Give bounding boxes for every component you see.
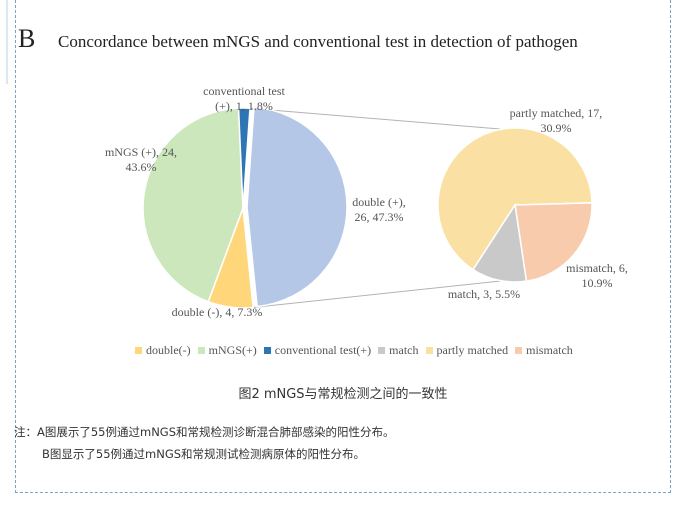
legend-label: mNGS(+) [208, 343, 257, 357]
pie-slice-match: match [472, 202, 528, 283]
note-line: B图显示了55例通过mNGS和常规测试检测病原体的阳性分布。 [42, 447, 366, 461]
legend-label: mismatch [526, 343, 573, 357]
slice-label-mismatch: mismatch, 6, 10.9% [566, 261, 628, 290]
connector-line [253, 280, 502, 308]
chart-title: Concordance between mNGS and conventiona… [58, 32, 578, 51]
chart-legend: double(-) mNGS(+) conventional test(+) matc… [135, 343, 580, 358]
legend-swatch [197, 347, 205, 354]
pie-slice-conventional-test: conventional test(+) [237, 107, 251, 209]
legend-swatch [263, 347, 271, 354]
slice-label-double: double (+), 26, 47.3% [352, 195, 405, 224]
legend-item-mngs: mNGS(+) [197, 343, 257, 358]
note-line: 注：A图展示了55例通过mNGS和常规检测诊断混合肺部感染的阳性分布。 [14, 425, 395, 439]
connector-line [249, 107, 502, 130]
side-accent [6, 0, 8, 84]
legend-label: conventional test(+) [274, 343, 372, 357]
legend-item-conventional-test: conventional test(+) [263, 343, 372, 358]
pie-slice-double: double (+) [246, 106, 348, 308]
legend-swatch [378, 347, 386, 354]
legend-swatch [425, 347, 433, 354]
slice-label-conventional-test: conventional test (+), 1, 1.8% [203, 84, 285, 113]
slice-label-partly-matched: partly matched, 17, 30.9% [510, 106, 603, 135]
legend-label: partly matched [436, 343, 509, 357]
legend-item-partly-matched: partly matched [425, 343, 509, 358]
slice-label-match: match, 3, 5.5% [448, 287, 520, 301]
legend-item-match: match [378, 343, 419, 358]
figure-frame [15, 0, 671, 493]
legend-swatch [515, 347, 523, 354]
legend-swatch [135, 347, 142, 354]
panel-letter: B [18, 24, 36, 53]
legend-label: double(-) [146, 343, 191, 357]
legend-label: match [389, 343, 419, 357]
slice-label-mngs: mNGS (+), 24, 43.6% [105, 145, 177, 174]
figure-caption: 图2 mNGS与常规检测之间的一致性 [238, 387, 448, 402]
slice-label-double: double (-), 4, 7.3% [172, 305, 263, 319]
pie-slice-mismatch: mismatch [514, 202, 593, 283]
pie-of-pie-chart: double (+)double(-)mNGS(+)conventional t… [105, 84, 628, 319]
pie-slice-partly-matched: partly matched [437, 127, 593, 271]
legend-item-mismatch: mismatch [515, 343, 573, 358]
pie-slice-mngs: mNGS(+) [142, 107, 244, 303]
legend-item-double: double(-) [135, 343, 191, 358]
